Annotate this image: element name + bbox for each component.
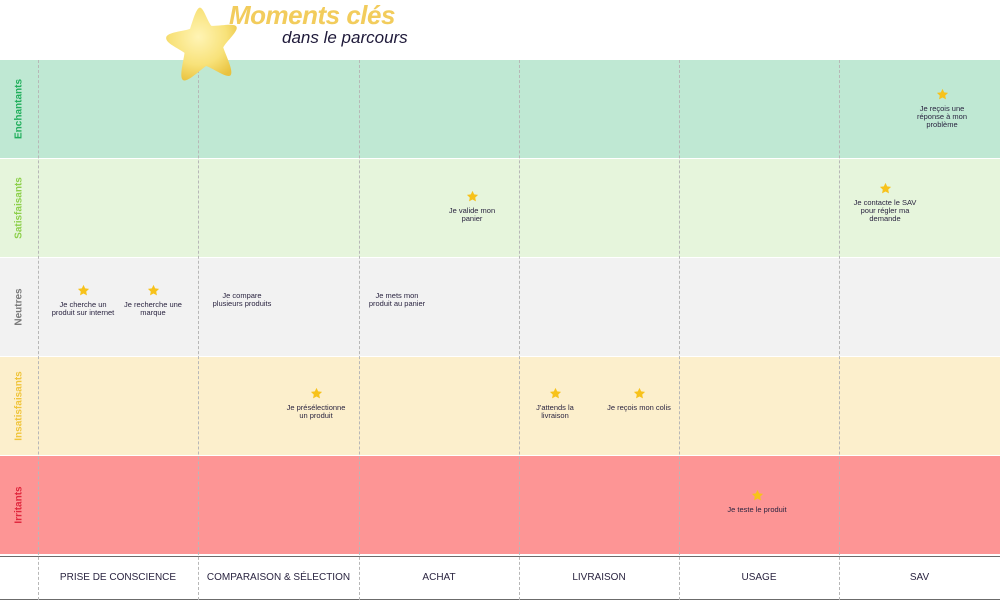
moment-text: Je présélectionne un produit [286, 403, 346, 420]
moment-card: Je reçois une réponse à mon problème [910, 88, 974, 129]
moment-text: J'attends la livraison [536, 403, 574, 420]
row-neutres: Neutres [0, 258, 1000, 356]
column-divider [38, 60, 39, 600]
star-icon [751, 489, 763, 501]
moment-text: Je contacte le SAV pour régler ma demand… [853, 198, 917, 223]
moment-card: Je mets mon produit au panier [365, 292, 429, 308]
star-icon [633, 387, 645, 399]
star-icon [77, 284, 89, 296]
moment-text: Je cherche un produit sur internet [51, 300, 115, 317]
phase-label: LIVRAISON [572, 572, 626, 583]
row-label: Satisfaisants [13, 177, 25, 239]
star-icon [549, 387, 561, 399]
column-divider [679, 60, 680, 600]
row-label-box: Satisfaisants [0, 159, 38, 257]
moment-card: J'attends la livraison [523, 387, 587, 420]
moment-text: Je teste le produit [727, 505, 787, 514]
phase-label: ACHAT [422, 572, 456, 583]
row-irritants: Irritants [0, 456, 1000, 554]
row-label: Enchantants [13, 78, 25, 140]
star-icon [466, 190, 478, 202]
page-title: Moments clés [229, 0, 395, 30]
column-divider [839, 60, 840, 600]
phase-label: PRISE DE CONSCIENCE [59, 572, 177, 583]
header: Moments clés dans le parcours [0, 0, 1000, 81]
moment-card: Je reçois mon colis [607, 387, 671, 412]
column-divider [519, 60, 520, 600]
row-label-box: Irritants [0, 456, 38, 554]
big-star-icon [166, 7, 237, 81]
row-insatisfaisants: Insatisfaisants [0, 357, 1000, 455]
row-label: Neutres [13, 288, 25, 326]
journey-grid: Enchantants Satisfaisants Neutres Insati… [0, 60, 1000, 600]
page-subtitle: dans le parcours [282, 28, 408, 47]
row-satisfaisants: Satisfaisants [0, 159, 1000, 257]
column-divider [359, 60, 360, 600]
row-label: Irritants [13, 486, 25, 524]
star-icon [310, 387, 322, 399]
star-icon [147, 284, 159, 296]
star-icon [879, 182, 891, 194]
row-enchantants: Enchantants [0, 60, 1000, 158]
moment-text: Je recherche une marque [124, 300, 182, 317]
phase-label: COMPARAISON & SÉLECTION [206, 572, 351, 583]
moment-card: Je cherche un produit sur internet [51, 284, 115, 317]
row-label-box: Enchantants [0, 60, 38, 158]
moment-text: Je mets mon produit au panier [368, 291, 426, 308]
star-icon [936, 88, 948, 100]
moment-text: Je reçois mon colis [607, 403, 671, 412]
moment-card: Je recherche une marque [121, 284, 185, 317]
row-label-box: Insatisfaisants [0, 357, 38, 455]
moment-card: Je valide mon panier [440, 190, 504, 223]
moment-card: Je présélectionne un produit [284, 387, 348, 420]
phase-label: USAGE [741, 572, 777, 583]
moment-card: Je teste le produit [725, 489, 789, 514]
row-label: Insatisfaisants [13, 371, 25, 441]
column-divider [198, 60, 199, 600]
moment-card: Je contacte le SAV pour régler ma demand… [853, 182, 917, 223]
phase-bar: PRISE DE CONSCIENCE COMPARAISON & SÉLECT… [0, 556, 1000, 600]
moment-card: Je compare plusieurs produits [210, 292, 274, 308]
row-label-box: Neutres [0, 258, 38, 356]
moment-text: Je reçois une réponse à mon problème [916, 104, 968, 129]
moment-text: Je compare plusieurs produits [212, 291, 272, 308]
moment-text: Je valide mon panier [448, 206, 496, 223]
phase-label: SAV [909, 572, 930, 583]
